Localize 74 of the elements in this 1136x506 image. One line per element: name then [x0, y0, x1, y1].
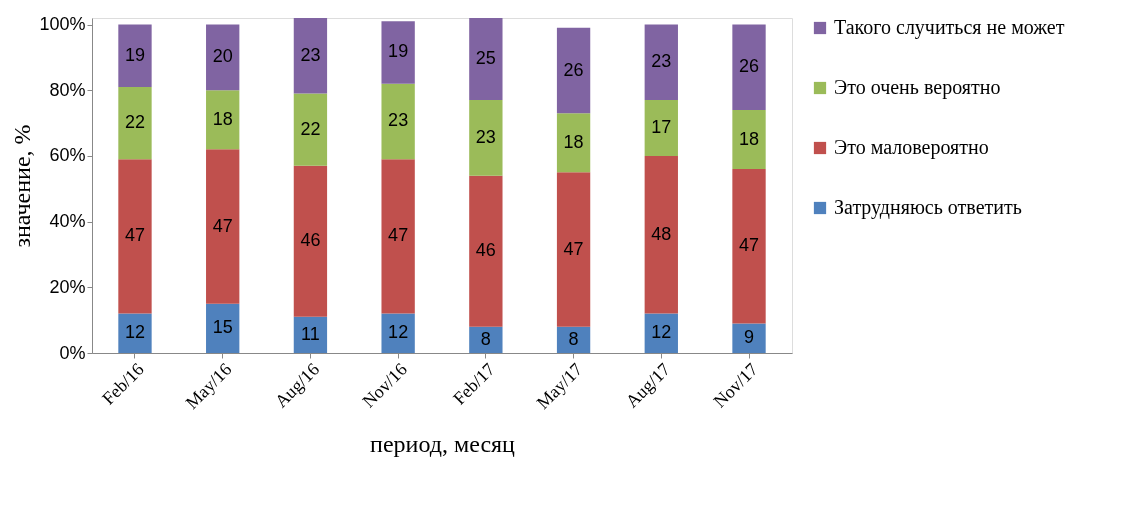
legend-label: Это очень вероятно	[834, 76, 1001, 99]
bar	[732, 323, 766, 353]
bar	[732, 169, 766, 324]
data-label: 18	[739, 128, 760, 149]
data-label: 15	[212, 317, 233, 338]
legend-label: Затрудняюсь ответить	[834, 196, 1022, 219]
bar	[644, 155, 678, 314]
data-label: 19	[124, 44, 145, 65]
bar	[469, 100, 503, 176]
bar	[118, 86, 152, 160]
bar	[293, 316, 328, 353]
data-label: 46	[475, 240, 496, 261]
data-label: 47	[739, 235, 760, 256]
data-label: 12	[388, 322, 409, 343]
data-label: 18	[212, 108, 233, 129]
bar	[469, 175, 503, 327]
bar	[381, 21, 415, 84]
data-label: 17	[651, 117, 672, 138]
data-label: 47	[563, 238, 584, 259]
data-label: 18	[563, 131, 584, 152]
data-label: 26	[563, 59, 584, 80]
data-label: 22	[124, 112, 145, 133]
y-tick-label: 40%	[49, 211, 86, 232]
data-label: 47	[124, 225, 145, 246]
data-label: 20	[212, 46, 233, 67]
data-label: 12	[124, 322, 145, 343]
data-label: 26	[739, 56, 760, 77]
data-label: 22	[300, 118, 321, 139]
data-label: 25	[475, 48, 496, 69]
y-tick-label: 0%	[59, 342, 86, 363]
data-label: 9	[744, 327, 755, 348]
bar	[732, 24, 766, 110]
y-tick-label: 20%	[49, 276, 86, 297]
bar	[381, 313, 415, 353]
data-label: 23	[475, 126, 496, 147]
bar	[118, 159, 152, 314]
data-label: 19	[388, 41, 409, 62]
data-label: 47	[212, 215, 233, 236]
data-label: 23	[300, 44, 321, 65]
data-label: 23	[651, 51, 672, 72]
bar	[469, 326, 503, 353]
data-label: 12	[651, 322, 672, 343]
bar	[556, 172, 591, 327]
data-label: 8	[480, 328, 491, 349]
legend-label: Это маловероятно	[834, 136, 989, 159]
y-axis-title: значение, %	[9, 124, 36, 248]
bar	[381, 83, 415, 160]
bar	[469, 18, 503, 101]
data-label: 46	[300, 230, 321, 251]
legend-label: Такого случиться не может	[834, 16, 1065, 39]
bar	[118, 313, 152, 353]
bar	[556, 27, 591, 114]
bar	[206, 303, 240, 353]
bar	[381, 159, 415, 314]
y-tick-label: 60%	[49, 145, 86, 166]
data-label: 11	[301, 323, 320, 344]
bar	[206, 90, 240, 150]
bar	[644, 24, 678, 101]
bar	[556, 113, 591, 173]
data-label: 47	[388, 225, 409, 246]
y-tick-label: 80%	[49, 79, 86, 100]
bar	[293, 93, 328, 166]
bar	[293, 18, 328, 94]
y-tick-label: 100%	[39, 14, 86, 35]
data-label: 48	[651, 223, 672, 244]
data-label: 8	[568, 328, 579, 349]
bar	[206, 24, 240, 91]
data-label: 23	[388, 110, 409, 131]
bar	[293, 165, 328, 317]
x-axis-title: период, месяц	[370, 430, 516, 457]
bar	[732, 109, 766, 170]
bar	[118, 24, 152, 87]
bar	[644, 100, 678, 156]
bar	[206, 149, 240, 304]
